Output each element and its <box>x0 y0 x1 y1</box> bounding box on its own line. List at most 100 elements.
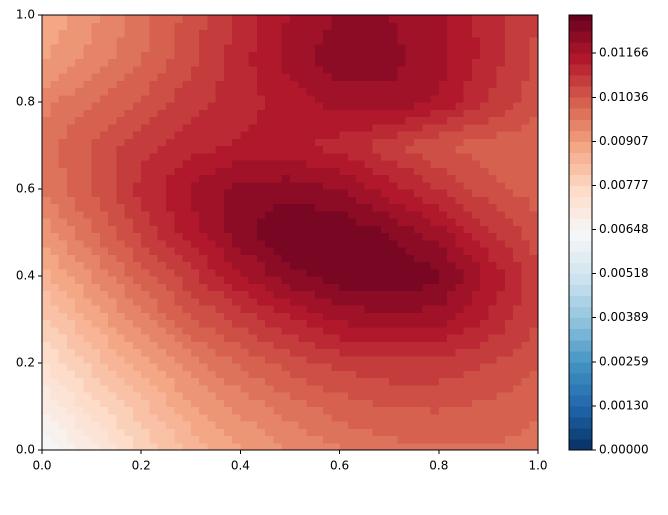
contour-cell <box>199 210 208 219</box>
contour-cell <box>480 73 489 81</box>
contour-cell <box>240 421 250 429</box>
contour-cell <box>132 29 142 38</box>
contour-cell <box>405 312 415 321</box>
contour-cell <box>182 218 192 226</box>
contour-cell <box>504 406 514 415</box>
contour-cell <box>314 442 324 451</box>
contour-cell <box>66 210 76 219</box>
contour-cell <box>389 94 399 103</box>
contour-cell <box>273 131 283 139</box>
contour-cell <box>91 36 101 45</box>
contour-cell <box>480 421 489 429</box>
contour-cell <box>91 116 101 125</box>
contour-cell <box>380 319 390 328</box>
contour-cell <box>91 435 101 444</box>
contour-cell <box>108 413 117 422</box>
contour-cell <box>174 160 184 168</box>
contour-cell <box>471 123 481 132</box>
contour-cell <box>42 283 51 292</box>
contour-cell <box>488 102 498 110</box>
contour-cell <box>124 297 134 306</box>
contour-cell <box>248 377 258 386</box>
contour-cell <box>256 377 266 386</box>
contour-cell <box>397 94 407 103</box>
contour-cell <box>463 363 473 371</box>
contour-cell <box>149 421 159 429</box>
contour-cell <box>331 73 341 81</box>
contour-cell <box>174 152 184 161</box>
contour-cell <box>116 109 126 118</box>
contour-cell <box>240 58 250 67</box>
contour-cell <box>314 181 324 190</box>
contour-cell <box>496 160 506 168</box>
contour-cell <box>149 138 159 147</box>
contour-cell <box>306 123 316 132</box>
contour-cell <box>108 290 117 299</box>
contour-cell <box>256 305 266 313</box>
contour-cell <box>405 348 415 357</box>
contour-cell <box>141 22 151 31</box>
contour-cell <box>463 203 473 212</box>
contour-cell <box>471 225 481 234</box>
contour-cell <box>124 160 134 168</box>
contour-cell <box>256 355 266 364</box>
contour-cell <box>397 377 407 386</box>
contour-cell <box>496 29 506 38</box>
contour-cell <box>141 116 151 125</box>
contour-cell <box>471 305 481 313</box>
contour-cell <box>232 239 241 248</box>
contour-cell <box>66 377 76 386</box>
contour-cell <box>141 15 151 23</box>
contour-cell <box>157 261 167 270</box>
contour-cell <box>281 399 291 408</box>
contour-cell <box>529 109 539 118</box>
contour-cell <box>438 44 448 52</box>
contour-cell <box>372 363 382 371</box>
contour-cell <box>215 290 225 299</box>
contour-cell <box>132 73 142 81</box>
contour-cell <box>414 421 423 429</box>
contour-cell <box>306 261 316 270</box>
contour-cell <box>430 392 440 400</box>
contour-cell <box>380 290 390 299</box>
contour-cell <box>149 232 159 241</box>
contour-cell <box>91 109 101 118</box>
contour-cell <box>463 268 473 277</box>
contour-cell <box>42 196 51 205</box>
contour-cell <box>166 73 175 81</box>
contour-cell <box>471 355 481 364</box>
contour-cell <box>389 160 399 168</box>
contour-cell <box>199 326 208 335</box>
contour-cell <box>50 283 60 292</box>
contour-cell <box>414 355 423 364</box>
contour-cell <box>207 102 217 110</box>
contour-cell <box>471 102 481 110</box>
contour-cell <box>405 239 415 248</box>
contour-cell <box>414 167 423 176</box>
contour-cell <box>356 341 365 350</box>
contour-cell <box>380 225 390 234</box>
contour-cell <box>182 131 192 139</box>
contour-cell <box>380 406 390 415</box>
contour-cell <box>66 239 76 248</box>
contour-cell <box>504 181 514 190</box>
contour-cell <box>124 203 134 212</box>
contour-cell <box>223 232 233 241</box>
contour-cell <box>99 276 109 284</box>
contour-cell <box>83 109 93 118</box>
contour-cell <box>331 297 341 306</box>
contour-cell <box>521 87 531 96</box>
contour-cell <box>50 102 60 110</box>
contour-cell <box>157 160 167 168</box>
contour-cell <box>256 80 266 89</box>
contour-cell <box>108 15 117 23</box>
contour-cell <box>414 239 423 248</box>
contour-cell <box>157 65 167 74</box>
contour-cell <box>199 247 208 255</box>
contour-cell <box>356 152 365 161</box>
contour-cell <box>83 167 93 176</box>
contour-cell <box>58 131 68 139</box>
contour-cell <box>199 94 208 103</box>
contour-cell <box>347 254 357 263</box>
contour-cell <box>496 363 506 371</box>
